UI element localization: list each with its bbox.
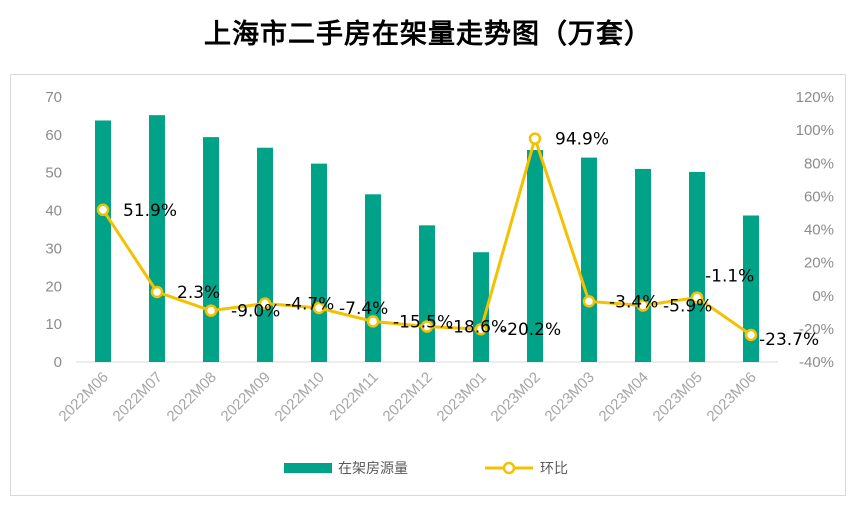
x-tick-label: 2023M02 xyxy=(488,369,544,425)
x-axis-ticks: 2022M062022M072022M082022M092022M102022M… xyxy=(56,369,760,425)
left-axis-ticks: 0 10 20 30 40 50 60 70 xyxy=(45,89,62,371)
x-tick-label: 2023M04 xyxy=(596,369,652,425)
right-tick-label: 120% xyxy=(796,89,834,106)
bar-2022M07 xyxy=(149,115,165,363)
left-tick-label: 60 xyxy=(45,127,62,144)
line-data-label: -23.7% xyxy=(759,330,819,350)
bar-2022M11 xyxy=(365,194,381,362)
bar-2023M04 xyxy=(635,168,651,362)
left-tick-label: 70 xyxy=(45,89,62,106)
x-tick-label: 2022M06 xyxy=(56,369,112,425)
line-point-2022M12 xyxy=(420,320,434,333)
legend: 在架房源量 环比 xyxy=(284,461,568,477)
legend-bar-label: 在架房源量 xyxy=(338,461,408,477)
line-data-label: -7.4% xyxy=(339,299,388,319)
line-data-label: -20.2% xyxy=(501,320,561,340)
bar-2023M05 xyxy=(689,171,705,362)
bar-2023M03 xyxy=(581,157,597,362)
left-tick-label: 40 xyxy=(45,203,62,220)
line-series: 51.9% 2.3% -9.0% -4.7% -7.4%-15.5%-18.6%-20.… xyxy=(96,130,819,350)
line-data-label: 94.9% xyxy=(555,130,609,150)
line-data-label: 51.9% xyxy=(123,201,177,221)
right-axis-ticks: -40% -20% 0% 20% 40% 60% 80% 100% 120% xyxy=(796,89,834,371)
legend-bar-swatch xyxy=(284,463,332,473)
chart-frame xyxy=(10,74,846,496)
left-tick-label: 20 xyxy=(45,278,62,295)
line-point-2023M02 xyxy=(528,132,542,145)
x-tick-label: 2023M05 xyxy=(650,369,706,425)
left-tick-label: 50 xyxy=(45,165,62,182)
bar-2022M12 xyxy=(419,225,435,362)
line-data-label: -3.4% xyxy=(609,292,658,312)
x-tick-label: 2023M01 xyxy=(434,369,490,425)
line-point-2022M06 xyxy=(96,203,110,217)
right-tick-label: 60% xyxy=(804,188,834,205)
x-tick-label: 2023M06 xyxy=(704,369,760,425)
x-tick-label: 2022M08 xyxy=(164,369,220,425)
right-tick-label: -20% xyxy=(799,321,834,338)
line-point-2023M03 xyxy=(582,295,596,308)
line-point-2022M09 xyxy=(258,297,272,310)
left-tick-label: 30 xyxy=(45,240,62,257)
line-data-label: -4.7% xyxy=(285,295,334,315)
left-tick-label: 10 xyxy=(45,316,62,333)
x-tick-label: 2022M10 xyxy=(272,369,328,425)
line-data-label: -5.9% xyxy=(663,297,712,317)
line-point-2022M11 xyxy=(366,315,380,328)
line-point-2023M06 xyxy=(744,328,758,342)
bar-2022M08 xyxy=(203,137,219,362)
x-tick-label: 2022M09 xyxy=(218,369,274,425)
line-point-2023M01 xyxy=(474,322,488,336)
bar-series xyxy=(95,115,759,363)
legend-line-label: 环比 xyxy=(540,461,568,477)
bar-2023M01 xyxy=(473,252,489,362)
bar-2022M09 xyxy=(257,147,273,362)
bar-2023M02 xyxy=(527,150,543,362)
line-point-2023M04 xyxy=(636,299,650,312)
x-tick-label: 2022M12 xyxy=(380,369,436,425)
left-tick-label: 0 xyxy=(54,354,62,371)
line-data-label: 2.3% xyxy=(177,283,220,303)
line-point-2022M10 xyxy=(312,301,326,315)
line-data-label: -1.1% xyxy=(705,267,754,287)
right-tick-label: -40% xyxy=(799,354,834,371)
line-point-2023M05 xyxy=(690,291,704,304)
line-data-label: -15.5% xyxy=(393,312,453,332)
x-tick-label: 2022M07 xyxy=(110,369,166,425)
x-tick-label: 2023M03 xyxy=(542,369,598,425)
right-tick-label: 20% xyxy=(804,255,834,272)
line-data-label: -9.0% xyxy=(231,302,280,322)
x-tick-label: 2022M11 xyxy=(326,369,381,424)
legend-line-marker xyxy=(502,461,516,475)
chart-title: 上海市二手房在架量走势图（万套） xyxy=(204,19,652,50)
right-tick-label: 40% xyxy=(804,222,834,239)
bar-2022M10 xyxy=(311,163,327,362)
right-tick-label: 100% xyxy=(796,122,834,139)
right-tick-label: 0% xyxy=(812,288,834,305)
bar-2023M06 xyxy=(743,215,759,362)
line-data-label: -18.6% xyxy=(447,318,507,338)
line-point-2022M07 xyxy=(150,285,164,299)
line-point-2022M08 xyxy=(204,304,218,317)
bar-2022M06 xyxy=(95,120,111,362)
right-tick-label: 80% xyxy=(804,155,834,172)
